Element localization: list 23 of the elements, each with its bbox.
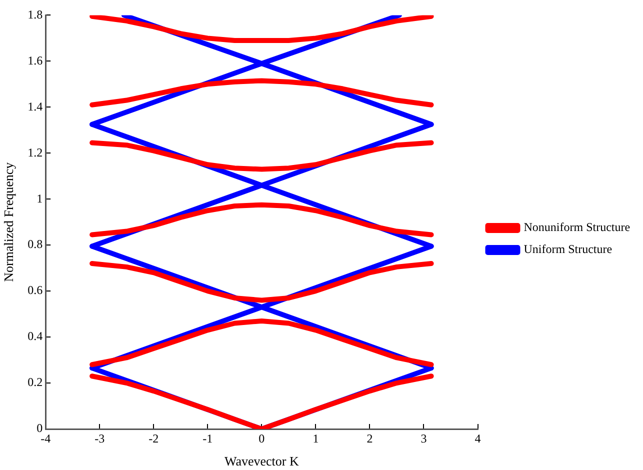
legend-label: Uniform Structure — [524, 242, 612, 256]
y-tick-label: 1.4 — [28, 99, 43, 114]
x-tick-label: -3 — [94, 431, 105, 446]
y-tick-label: 0.2 — [28, 375, 43, 390]
y-tick-label: 0.6 — [28, 283, 43, 298]
x-tick-label: -1 — [202, 431, 213, 446]
y-tick-label: 0.4 — [28, 329, 43, 344]
x-tick-label: 0 — [258, 431, 265, 446]
x-tick-label: 2 — [366, 431, 373, 446]
y-tick-label: 1.2 — [28, 145, 43, 160]
y-tick-label: 1.8 — [28, 7, 43, 22]
y-tick-label: 0.8 — [28, 237, 43, 252]
y-tick-label: 1.6 — [28, 53, 43, 68]
x-tick-label: 1 — [312, 431, 319, 446]
x-tick-label: -2 — [148, 431, 159, 446]
y-tick-label: 1 — [36, 191, 43, 206]
x-tick-label: 3 — [420, 431, 427, 446]
y-tick-label: 0 — [36, 421, 43, 436]
legend-label: Nonuniform Structure — [524, 220, 630, 234]
y-axis-title: Normalized Frequency — [1, 162, 16, 282]
x-tick-label: 4 — [474, 431, 481, 446]
x-tick-label: -4 — [40, 431, 51, 446]
x-axis-title: Wavevector K — [224, 454, 300, 469]
